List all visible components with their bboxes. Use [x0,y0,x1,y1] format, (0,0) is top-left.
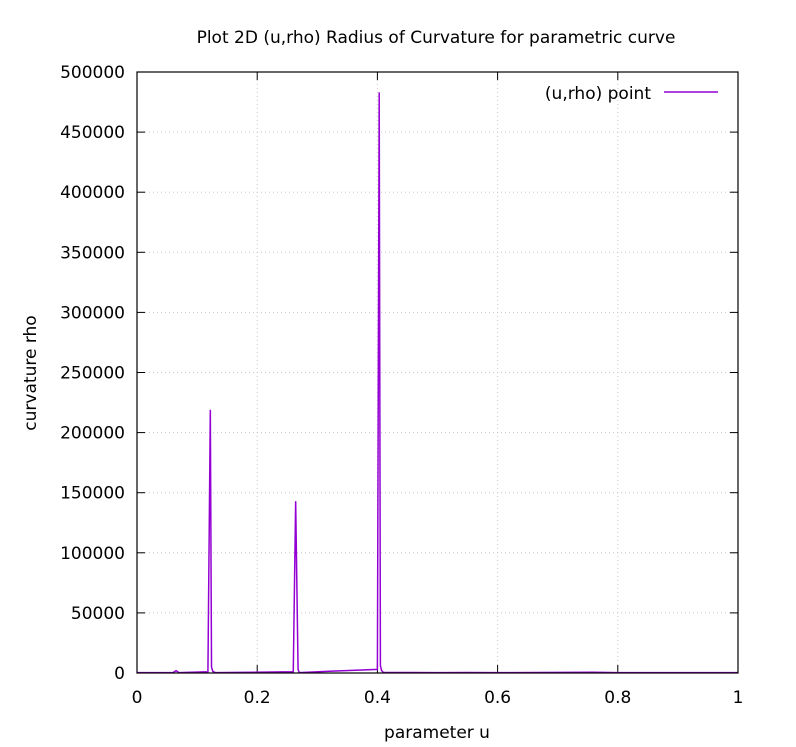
legend: (u,rho) point [545,84,718,104]
x-tick-label: 0.4 [364,688,391,708]
y-tick-label: 350000 [60,243,125,263]
x-tick-label: 1 [733,688,744,708]
grid-lines [137,72,738,673]
y-tick-label: 250000 [60,364,125,384]
y-axis-label: curvature rho [21,315,41,430]
x-tick-label: 0.2 [244,688,271,708]
y-tick-label: 200000 [60,424,125,444]
plot-frame [136,71,739,674]
legend-label: (u,rho) point [545,84,651,104]
x-axis-label: parameter u [384,723,490,743]
y-tick-label: 300000 [60,303,125,323]
x-tick-label: 0 [132,688,143,708]
chart-title: Plot 2D (u,rho) Radius of Curvature for … [197,28,676,48]
x-tick-label: 0.6 [484,688,511,708]
y-tick-label: 400000 [60,183,125,203]
x-tick-label: 0.8 [604,688,631,708]
plot-area [137,92,738,674]
y-tick-label: 0 [114,664,125,684]
y-tick-label: 450000 [60,123,125,143]
y-tick-label: 150000 [60,484,125,504]
axis-ticks: 0 0.2 0.4 0.6 0.8 1 0 50000 100000 150000 200000 25… [60,63,743,708]
y-tick-label: 500000 [60,63,125,83]
y-tick-label: 100000 [60,544,125,564]
y-tick-label: 50000 [71,604,125,624]
series-line [137,92,738,674]
